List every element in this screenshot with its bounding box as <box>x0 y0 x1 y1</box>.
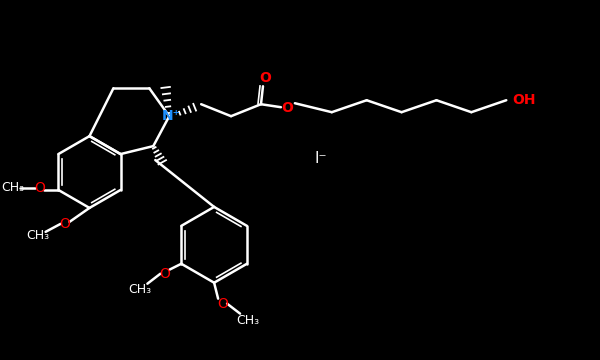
Text: CH₃: CH₃ <box>26 229 49 242</box>
Text: I⁻: I⁻ <box>314 150 327 166</box>
Text: O: O <box>281 101 293 115</box>
Text: N⁺: N⁺ <box>162 109 181 123</box>
Text: CH₃: CH₃ <box>236 314 260 327</box>
Text: O: O <box>259 71 271 85</box>
Text: O: O <box>34 181 45 195</box>
Text: O: O <box>218 297 229 311</box>
Text: O: O <box>59 217 70 231</box>
Text: OH: OH <box>512 93 536 107</box>
Text: CH₃: CH₃ <box>1 181 24 194</box>
Text: CH₃: CH₃ <box>128 283 151 296</box>
Text: O: O <box>159 267 170 281</box>
